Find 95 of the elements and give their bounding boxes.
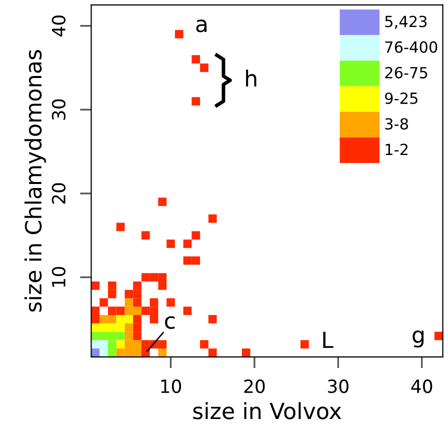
legend-label: 5,423 [385, 16, 427, 29]
point [108, 290, 116, 298]
x-tick-label: 10 [161, 379, 182, 394]
point [133, 340, 142, 349]
y-tick-label: 40 [52, 16, 66, 36]
y-tick-label: 10 [52, 266, 66, 287]
point [100, 298, 108, 307]
point [434, 332, 443, 340]
point [158, 340, 167, 349]
point [150, 298, 158, 307]
point [141, 340, 150, 349]
point [116, 332, 125, 340]
x-tick-label: 20 [244, 379, 265, 394]
point [116, 340, 125, 349]
point [183, 240, 192, 248]
point [183, 256, 192, 265]
point [200, 340, 208, 349]
point [100, 323, 108, 332]
x-axis-title: size in Volvox [193, 402, 342, 420]
point [108, 314, 116, 324]
point [158, 281, 167, 290]
point [208, 214, 217, 223]
point [108, 348, 116, 357]
point [124, 306, 134, 315]
y-axis-title: size in Chlamydomonas [24, 50, 46, 312]
point [116, 314, 125, 324]
point [133, 314, 142, 324]
annotation: L [323, 332, 334, 348]
point [192, 256, 200, 265]
annotation: c [165, 316, 175, 329]
point [133, 306, 142, 315]
point [133, 348, 142, 357]
point [100, 314, 108, 324]
point [300, 340, 309, 349]
point [133, 290, 142, 298]
point [158, 348, 167, 357]
point [108, 281, 116, 290]
point [242, 348, 250, 357]
point [183, 306, 192, 315]
y-tick-label: 20 [52, 183, 66, 204]
point [192, 55, 200, 64]
point [100, 340, 108, 349]
point [200, 64, 208, 72]
point [124, 348, 134, 357]
y-tick-label: 30 [52, 99, 66, 120]
point [108, 332, 116, 340]
point [116, 323, 125, 332]
point [192, 97, 200, 106]
point [150, 314, 158, 324]
x-tick-label: 30 [328, 379, 348, 394]
point [133, 298, 142, 307]
point [133, 332, 142, 340]
point [124, 332, 134, 340]
point [116, 222, 125, 232]
point [91, 340, 100, 349]
point [150, 273, 158, 282]
point [124, 314, 134, 324]
point [124, 340, 134, 349]
legend-label: 3-8 [385, 118, 408, 130]
point [158, 273, 167, 282]
point [133, 281, 142, 290]
point [124, 290, 134, 298]
point [166, 240, 175, 248]
point [108, 306, 116, 315]
point [174, 30, 184, 38]
point [108, 323, 116, 332]
point [133, 323, 142, 332]
point [192, 231, 200, 240]
x-tick-label: 40 [411, 379, 432, 394]
point [91, 306, 100, 315]
legend-label: 9-25 [385, 92, 418, 104]
legend-label: 1-2 [386, 144, 408, 155]
point [158, 198, 167, 206]
point [91, 281, 100, 290]
point [116, 348, 125, 357]
annotation: a [196, 20, 207, 32]
annotation: h [246, 70, 256, 86]
point [141, 231, 150, 240]
annotation: g [412, 330, 424, 348]
legend-label: 26-75 [385, 66, 428, 78]
point [124, 298, 134, 307]
point [91, 332, 100, 340]
point [116, 306, 125, 315]
point [91, 314, 100, 324]
point [100, 332, 108, 340]
point [124, 323, 134, 332]
point [208, 348, 217, 357]
point [141, 306, 150, 315]
point [108, 340, 116, 349]
point [208, 314, 217, 324]
point [100, 348, 108, 357]
point [166, 298, 175, 307]
point [150, 306, 158, 315]
point [141, 273, 150, 282]
legend-label: 76-400 [385, 41, 438, 53]
